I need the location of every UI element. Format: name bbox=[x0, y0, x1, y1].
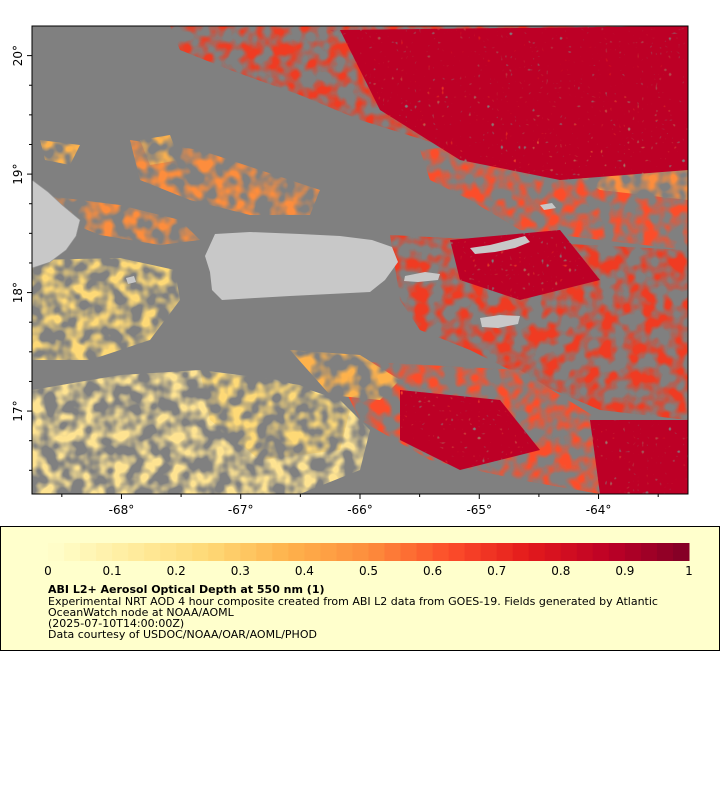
colorbar-cell bbox=[224, 543, 241, 561]
colorbar-tick-label: 0.8 bbox=[551, 564, 570, 578]
colorbar-cells bbox=[48, 543, 690, 561]
colorbar-cell bbox=[320, 543, 337, 561]
colorbar-cell bbox=[128, 543, 145, 561]
colorbar-tick-label: 0.1 bbox=[103, 564, 122, 578]
lon-tick-label: -66° bbox=[347, 503, 373, 517]
lat-tick-label: 18° bbox=[11, 282, 25, 303]
colorbar-cell bbox=[304, 543, 321, 561]
colorbar-cell bbox=[64, 543, 81, 561]
lat-tick-label: 20° bbox=[11, 45, 25, 66]
colorbar-cell bbox=[560, 543, 578, 561]
colorbar-cell bbox=[240, 543, 257, 561]
mona-island-land bbox=[126, 276, 136, 284]
colorbar-cell bbox=[368, 543, 386, 561]
colorbar-cell bbox=[416, 543, 434, 561]
colorbar-cell bbox=[96, 543, 113, 561]
colorbar-tick-label: 1 bbox=[685, 564, 693, 578]
colorbar-cell bbox=[544, 543, 562, 561]
axis-ticks: -68° -67° -66° -65° -64° 17° 18° 19° 20° bbox=[11, 45, 659, 517]
anguilla-land bbox=[540, 203, 556, 210]
colorbar-cell bbox=[272, 543, 289, 561]
colorbar-cell bbox=[336, 543, 353, 561]
colorbar-cell bbox=[208, 543, 225, 561]
colorbar-cell bbox=[512, 543, 530, 561]
colorbar-cell bbox=[192, 543, 209, 561]
colorbar-cell bbox=[576, 543, 594, 561]
colorbar-cell bbox=[672, 543, 690, 561]
lat-tick-label: 19° bbox=[11, 163, 25, 184]
colorbar-tick-label: 0.5 bbox=[359, 564, 378, 578]
colorbar-cell bbox=[640, 543, 658, 561]
puerto-rico-land bbox=[205, 232, 398, 300]
map-panel: -68° -67° -66° -65° -64° 17° 18° 19° 20° bbox=[11, 25, 689, 517]
colorbar-cell bbox=[608, 543, 626, 561]
colorbar-cell bbox=[48, 543, 65, 561]
colorbar-cell bbox=[496, 543, 514, 561]
colorbar-ticks: 0 0.1 0.2 0.3 0.4 0.5 0.6 0.7 0.8 0.9 1 bbox=[44, 564, 693, 578]
colorbar-cell bbox=[480, 543, 498, 561]
colorbar-cell bbox=[160, 543, 177, 561]
colorbar-cell bbox=[624, 543, 642, 561]
vieques-land bbox=[404, 272, 440, 282]
colorbar-cell bbox=[400, 543, 418, 561]
legend-title: ABI L2+ Aerosol Optical Depth at 550 nm … bbox=[48, 583, 325, 596]
legend-description: Experimental NRT AOD 4 hour composite cr… bbox=[48, 595, 658, 619]
lon-tick-label: -67° bbox=[228, 503, 254, 517]
colorbar-cell bbox=[384, 543, 402, 561]
legend-credit: Data courtesy of USDOC/NOAA/OAR/AOML/PHO… bbox=[48, 628, 317, 641]
hispaniola-land bbox=[32, 179, 81, 269]
colorbar-cell bbox=[352, 543, 369, 561]
st-croix-land bbox=[480, 315, 520, 328]
colorbar-cell bbox=[144, 543, 161, 561]
colorbar-tick-label: 0.7 bbox=[487, 564, 506, 578]
colorbar: 0 0.1 0.2 0.3 0.4 0.5 0.6 0.7 0.8 0.9 1 bbox=[44, 543, 693, 578]
lat-tick-label: 17° bbox=[11, 400, 25, 421]
virgin-islands-land bbox=[470, 236, 530, 254]
colorbar-tick-label: 0.6 bbox=[423, 564, 442, 578]
aod-map: -68° -67° -66° -65° -64° 17° 18° 19° 20° bbox=[11, 25, 689, 517]
legend-time: (2025-07-10T14:00:00Z) bbox=[48, 617, 185, 630]
colorbar-cell bbox=[464, 543, 482, 561]
colorbar-cell bbox=[80, 543, 97, 561]
colorbar-cell bbox=[176, 543, 193, 561]
lon-tick-label: -65° bbox=[466, 503, 492, 517]
lon-tick-label: -68° bbox=[109, 503, 135, 517]
colorbar-cell bbox=[656, 543, 674, 561]
colorbar-tick-label: 0 bbox=[44, 564, 52, 578]
colorbar-tick-label: 0.2 bbox=[167, 564, 186, 578]
colorbar-cell bbox=[592, 543, 610, 561]
colorbar-cell bbox=[528, 543, 546, 561]
colorbar-cell bbox=[256, 543, 273, 561]
legend-panel: 0 0.1 0.2 0.3 0.4 0.5 0.6 0.7 0.8 0.9 1 ABI L2+ Ae… bbox=[0, 526, 720, 651]
colorbar-tick-label: 0.9 bbox=[615, 564, 634, 578]
colorbar-cell bbox=[448, 543, 466, 561]
lon-tick-label: -64° bbox=[586, 503, 612, 517]
colorbar-cell bbox=[112, 543, 129, 561]
colorbar-tick-label: 0.3 bbox=[231, 564, 250, 578]
colorbar-tick-label: 0.4 bbox=[295, 564, 314, 578]
colorbar-cell bbox=[288, 543, 305, 561]
colorbar-cell bbox=[432, 543, 450, 561]
